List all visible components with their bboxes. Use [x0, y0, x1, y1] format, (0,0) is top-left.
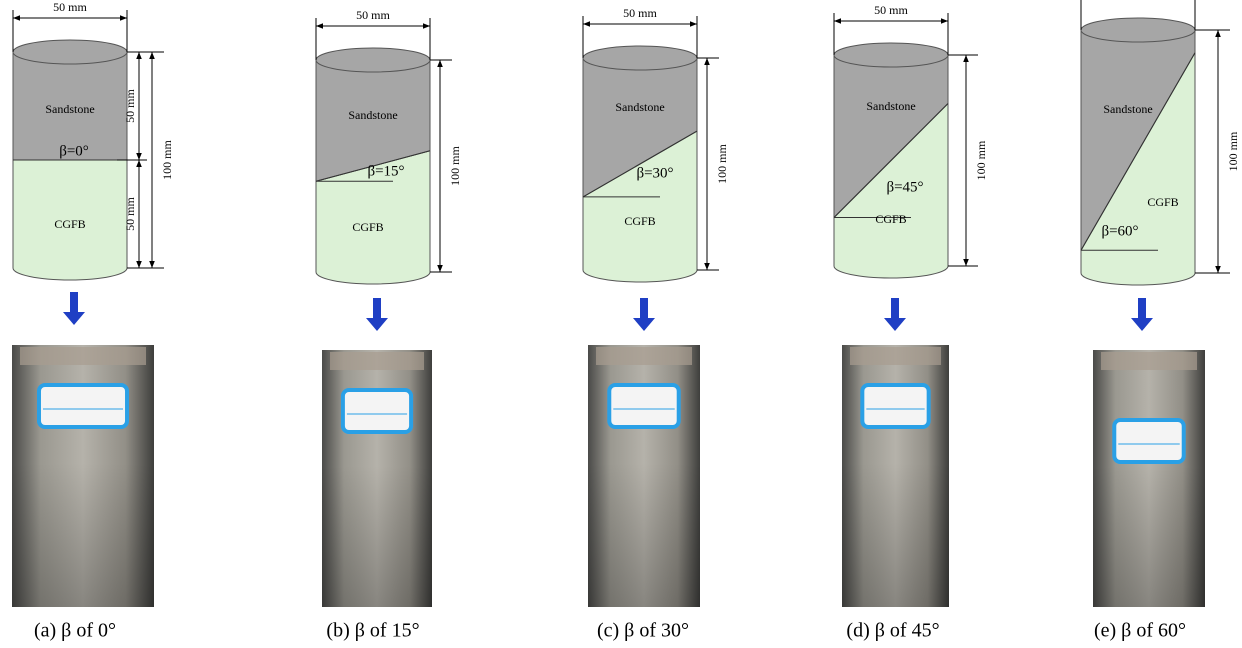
photo-shade — [588, 463, 700, 607]
angle-label: β=15° — [367, 163, 404, 179]
specimen-tag — [1114, 420, 1183, 462]
material-label: Sandstone — [866, 99, 915, 113]
panel: Sandstone CGFB β=30° 50 mm 100 mm (c) β of 30… — [583, 6, 729, 642]
photo-shade — [1093, 466, 1205, 607]
material-label: CGFB — [352, 220, 383, 234]
material-label: CGFB — [1147, 195, 1178, 209]
photo-shade — [842, 463, 949, 607]
material-label: CGFB — [875, 212, 906, 226]
down-arrow — [633, 298, 655, 331]
caption: (b) β of 15° — [326, 620, 419, 642]
down-arrow — [366, 298, 388, 331]
panel: Sandstone CGFB β=15° 50 mm 100 mm (b) β of 15… — [316, 8, 462, 642]
material-label: CGFB — [54, 217, 85, 231]
specimen-tag — [39, 385, 127, 427]
panel: Sandstone CGFB β=45° 50 mm 100 mm (d) β of 45… — [834, 3, 988, 642]
photo-shade — [322, 466, 432, 607]
material-label: Sandstone — [348, 108, 397, 122]
caption: (e) β of 60° — [1094, 620, 1186, 642]
photo-top — [20, 347, 146, 365]
dim-label: 50 mm — [623, 6, 657, 20]
dim-label: 50 mm — [123, 89, 137, 123]
top-face — [13, 40, 127, 64]
specimen-tag — [609, 385, 678, 427]
down-arrow — [1131, 298, 1153, 331]
panel: Sandstone CGFB β=0° 50 mm 100 mm 50 mm 50 mm (a… — [12, 0, 174, 642]
figure: Sandstone CGFB β=0° 50 mm 100 mm 50 mm 50 mm (a… — [0, 0, 1242, 648]
dim-label: 100 mm — [715, 144, 729, 184]
top-face — [583, 46, 697, 70]
material-label: CGFB — [624, 214, 655, 228]
dim-label: 50 mm — [874, 3, 908, 17]
dim-label: 100 mm — [160, 140, 174, 180]
dim-label: 100 mm — [974, 140, 988, 180]
angle-label: β=45° — [886, 179, 923, 195]
dim-label: 50 mm — [356, 8, 390, 22]
down-arrow — [884, 298, 906, 331]
dim-label: 50 mm — [123, 197, 137, 231]
dim-label: 50 mm — [53, 0, 87, 14]
top-face — [316, 48, 430, 72]
page: {"panels": [ {"width_label": "50 mm", "h… — [0, 0, 1242, 648]
material-label: Sandstone — [45, 102, 94, 116]
photo-top — [330, 352, 424, 370]
material-label: Sandstone — [1103, 102, 1152, 116]
photo-top — [850, 347, 941, 365]
angle-label: β=60° — [1101, 223, 1138, 239]
caption: (c) β of 30° — [597, 620, 689, 642]
photo-top — [1101, 352, 1197, 370]
top-face — [1081, 18, 1195, 42]
specimen-tag — [343, 390, 411, 432]
photo-top — [596, 347, 692, 365]
down-arrow — [63, 292, 85, 325]
material-label: Sandstone — [615, 100, 664, 114]
angle-label: β=30° — [636, 165, 673, 181]
caption: (d) β of 45° — [846, 620, 939, 642]
dim-label: 100 mm — [448, 146, 462, 186]
dim-label: 100 mm — [1226, 131, 1240, 171]
angle-label: β=0° — [59, 143, 89, 159]
photo-shade — [12, 463, 154, 607]
specimen-tag — [862, 385, 928, 427]
top-face — [834, 43, 948, 67]
caption: (a) β of 0° — [34, 620, 116, 642]
